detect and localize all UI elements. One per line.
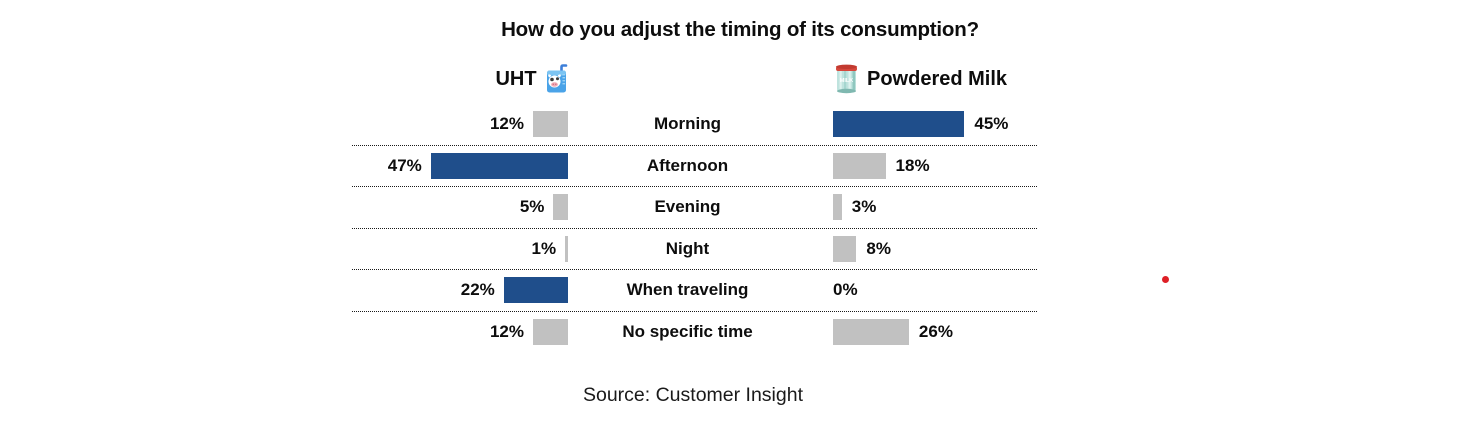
uht-bar (532, 110, 568, 137)
powdered-bar (833, 194, 842, 221)
powdered-bar-cell: 26% (833, 318, 1037, 345)
uht-bar (553, 194, 568, 221)
powdered-bar-cell: 0% (833, 280, 1037, 300)
uht-value-label: 5% (519, 197, 545, 217)
category-label: When traveling (626, 280, 749, 300)
uht-column-header: UHT (440, 64, 625, 94)
butterfly-chart: 12% Morning 45% 47% Afternoon 18% 5% (352, 103, 1037, 352)
chart-row-night: 1% Night 8% (352, 227, 1037, 270)
uht-bar (565, 235, 568, 262)
powdered-bar-cell: 3% (833, 194, 1037, 221)
uht-bar-cell: 22% (352, 277, 568, 304)
uht-bar-cell: 12% (352, 110, 568, 137)
uht-header-label: UHT (495, 67, 537, 90)
svg-text:MILK: MILK (840, 78, 853, 84)
milk-can-icon: MILK (833, 64, 860, 94)
powdered-value-label: 8% (866, 238, 891, 258)
milk-carton-icon (544, 64, 570, 94)
powdered-bar (833, 318, 909, 345)
red-dot-marker (1162, 276, 1169, 283)
uht-value-label: 12% (489, 321, 524, 341)
category-label: Morning (653, 113, 722, 133)
powdered-bar (833, 152, 886, 179)
chart-row-evening: 5% Evening 3% (352, 186, 1037, 228)
uht-value-label: 1% (531, 238, 557, 258)
powdered-milk-column-header: MILK Powdered Milk (806, 64, 1034, 94)
category-label: Night (665, 238, 710, 258)
powdered-value-label: 45% (974, 113, 1009, 133)
uht-value-label: 47% (387, 155, 422, 175)
uht-bar (532, 318, 568, 345)
chart-row-morning: 12% Morning 45% (352, 103, 1037, 145)
uht-value-label: 12% (489, 113, 524, 133)
powdered-value-label: 26% (918, 321, 953, 341)
chart-title: How do you adjust the timing of its cons… (501, 18, 979, 41)
uht-bar (430, 152, 568, 179)
powdered-bar (833, 235, 857, 262)
category-label: Afternoon (646, 155, 729, 175)
source-caption: Source: Customer Insight (582, 384, 803, 406)
chart-row-when-traveling: 22% When traveling 0% (352, 269, 1037, 311)
powdered-bar-cell: 45% (833, 110, 1037, 137)
uht-bar-cell: 5% (352, 194, 568, 221)
category-label: No specific time (622, 321, 753, 341)
powdered-value-label: 0% (833, 280, 858, 300)
uht-value-label: 22% (460, 280, 495, 300)
powdered-value-label: 18% (895, 155, 930, 175)
uht-bar-cell: 1% (352, 235, 568, 262)
category-label: Evening (654, 197, 721, 217)
uht-bar-cell: 47% (352, 152, 568, 179)
uht-bar-cell: 12% (352, 318, 568, 345)
powdered-bar (833, 110, 965, 137)
powdered-bar-cell: 18% (833, 152, 1037, 179)
uht-bar (503, 277, 568, 304)
powdered-value-label: 3% (851, 197, 877, 217)
chart-row-no-specific-time: 12% No specific time 26% (352, 310, 1037, 353)
powdered-bar-cell: 8% (833, 235, 1037, 262)
powdered-header-label: Powdered Milk (866, 67, 1008, 90)
chart-row-afternoon: 47% Afternoon 18% (352, 144, 1037, 187)
